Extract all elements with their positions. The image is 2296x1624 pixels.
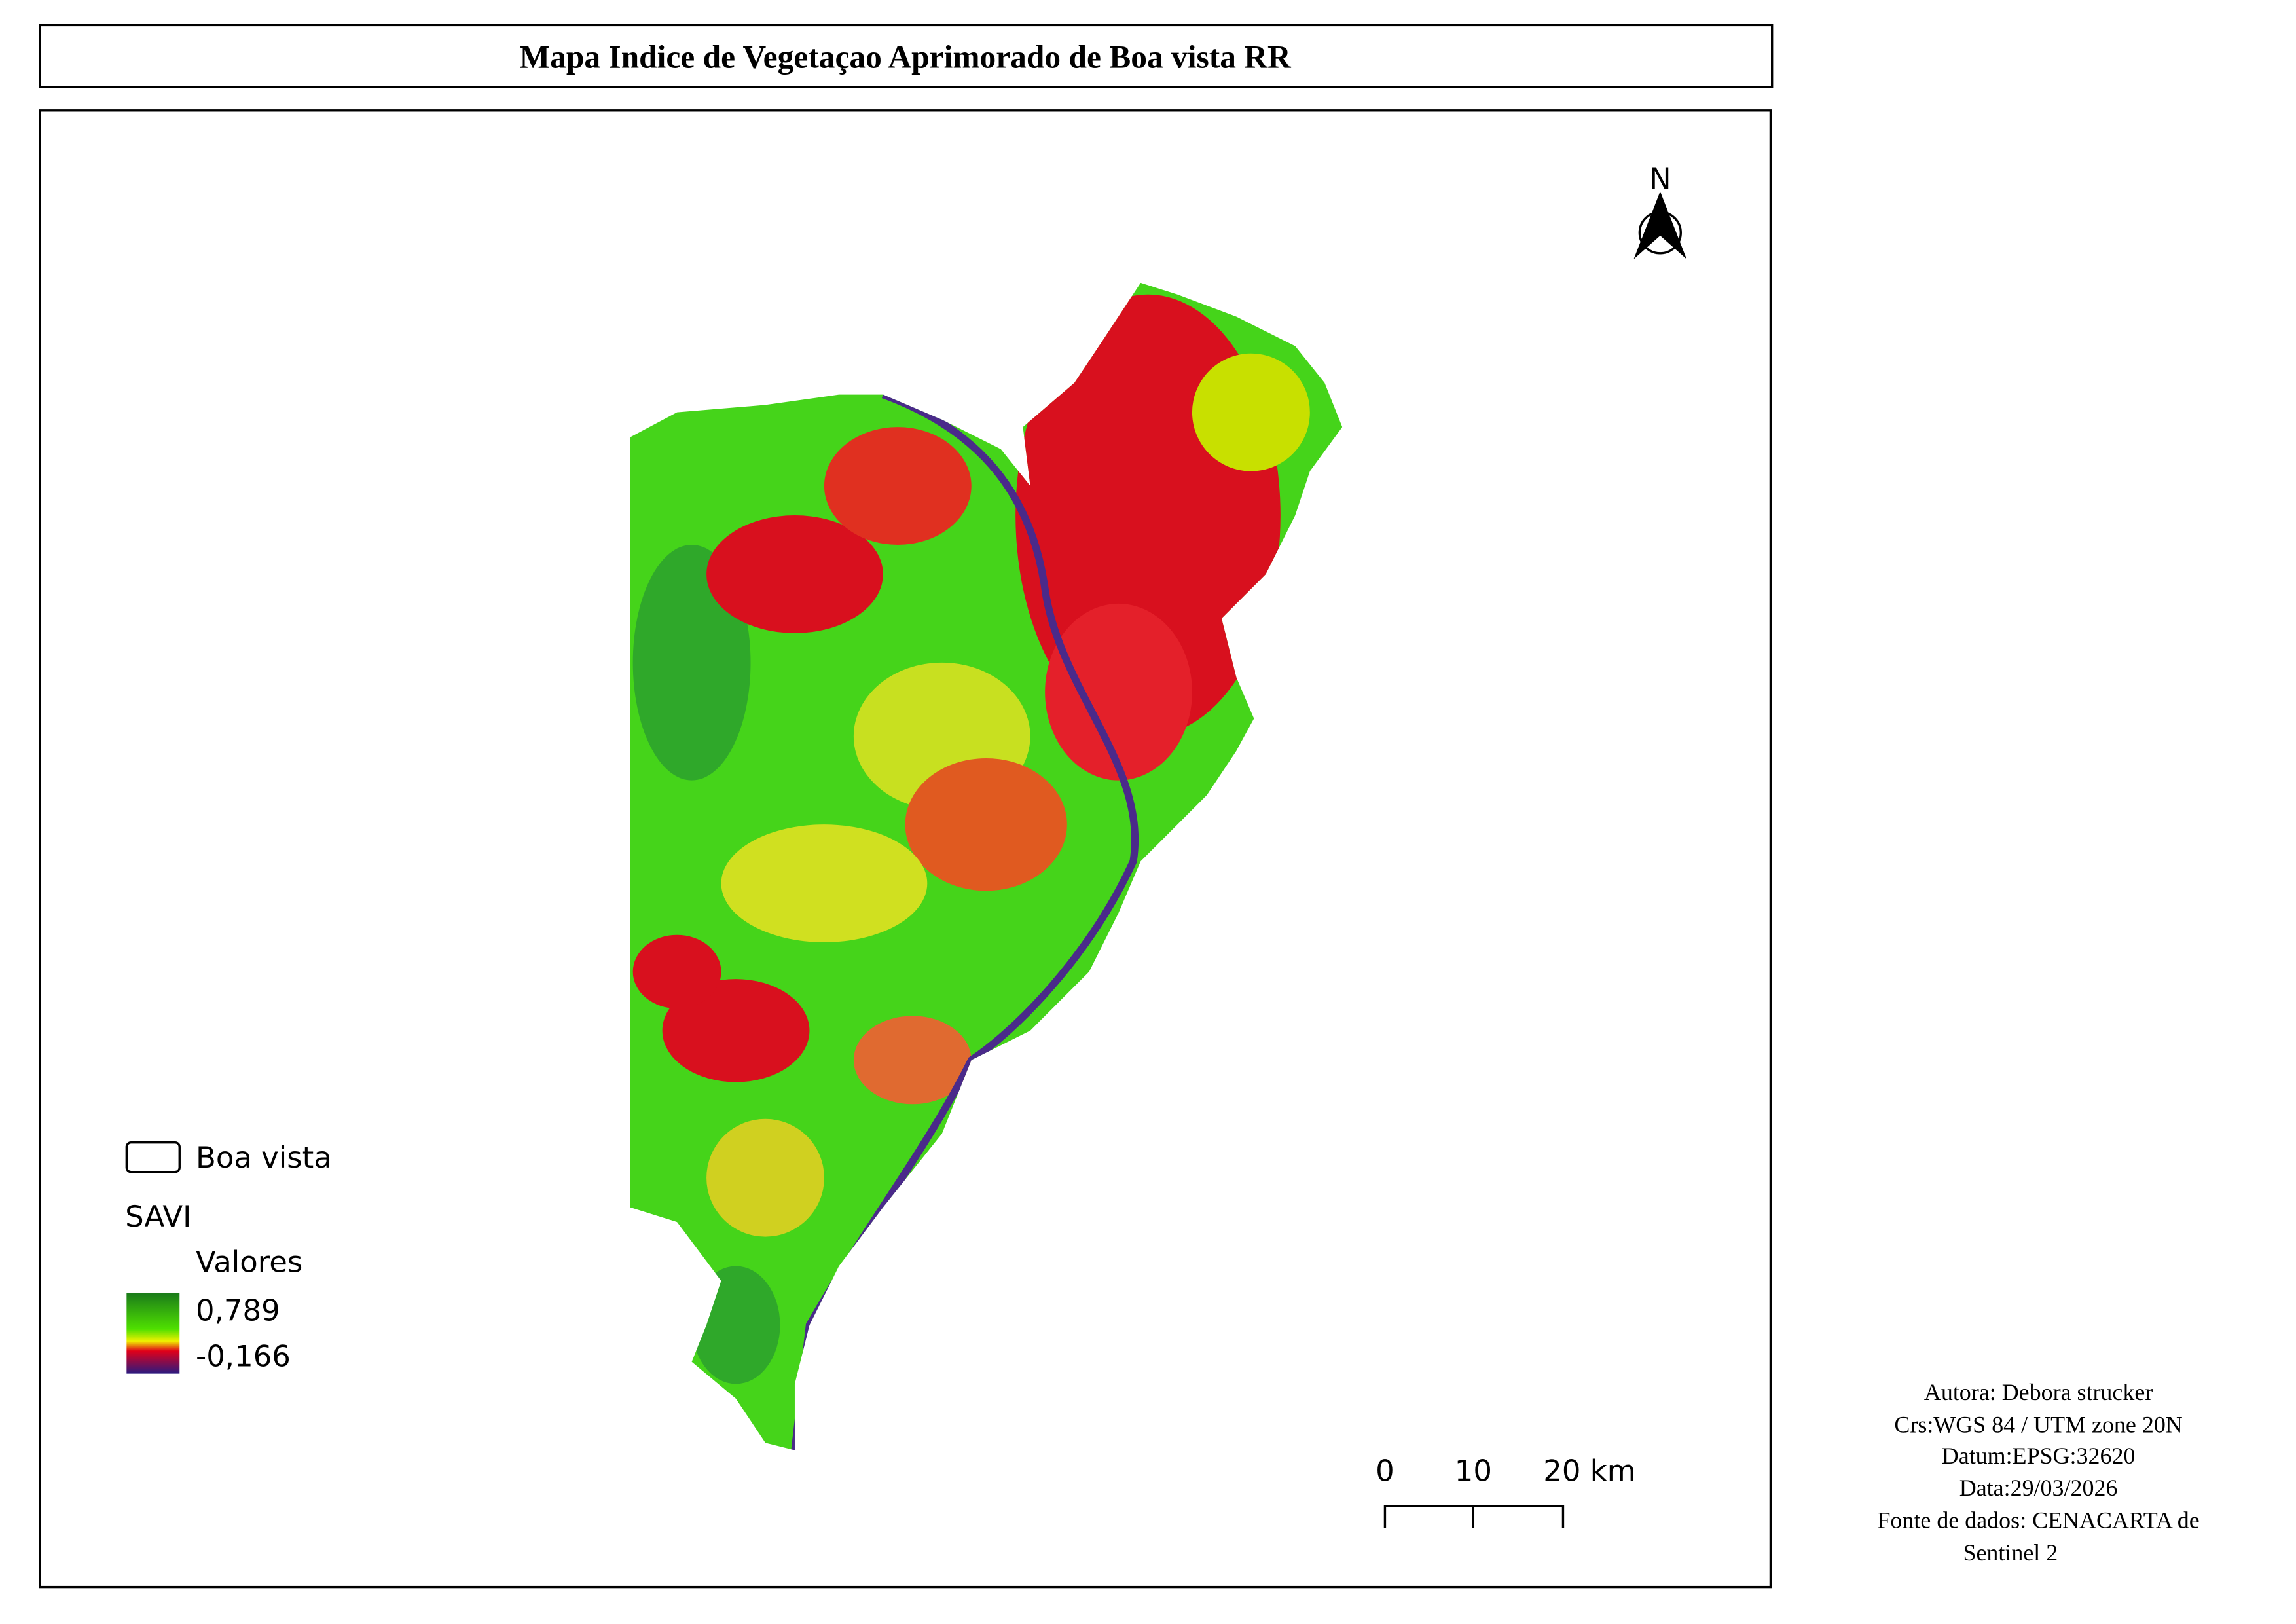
boundary-swatch <box>125 1141 181 1173</box>
scale-label: 20 km <box>1543 1454 1635 1488</box>
legend-max: 0,789 <box>196 1293 280 1328</box>
credit-line: Sentinel 2 <box>1963 1540 2058 1566</box>
legend-min: -0,166 <box>196 1338 291 1373</box>
credit-line: Crs:WGS 84 / UTM zone 20N <box>1894 1412 2182 1438</box>
north-label: N <box>1649 161 1671 196</box>
savi-ramp <box>126 1292 180 1374</box>
credits: Autora: Debora strucker Crs:WGS 84 / UTM … <box>1877 1379 2199 1566</box>
scale-line <box>1383 1505 1565 1528</box>
credit-line: Data:29/03/2026 <box>1959 1475 2118 1501</box>
scale-label: 0 <box>1376 1454 1394 1488</box>
credit-line: Datum:EPSG:32620 <box>1942 1443 2136 1469</box>
legend-boundary: Boa vista <box>196 1140 332 1175</box>
north-arrow-head <box>1633 191 1687 259</box>
legend-layer: SAVI <box>125 1199 191 1234</box>
title-box <box>39 24 1774 88</box>
legend: Boa vista SAVI Valores 0,789 -0,166 <box>125 1140 332 1374</box>
credit-line: Autora: Debora strucker <box>1924 1379 2153 1405</box>
scale-bar: 0 10 20 km <box>1376 1454 1636 1528</box>
legend-group: Valores <box>196 1245 302 1280</box>
map-title: Mapa Indice de Vegetaçao Aprimorado de B… <box>519 39 1292 75</box>
scale-label: 10 <box>1455 1454 1492 1488</box>
north-arrow: N <box>1633 161 1687 259</box>
credit-line: Fonte de dados: CENACARTA de <box>1877 1507 2199 1534</box>
